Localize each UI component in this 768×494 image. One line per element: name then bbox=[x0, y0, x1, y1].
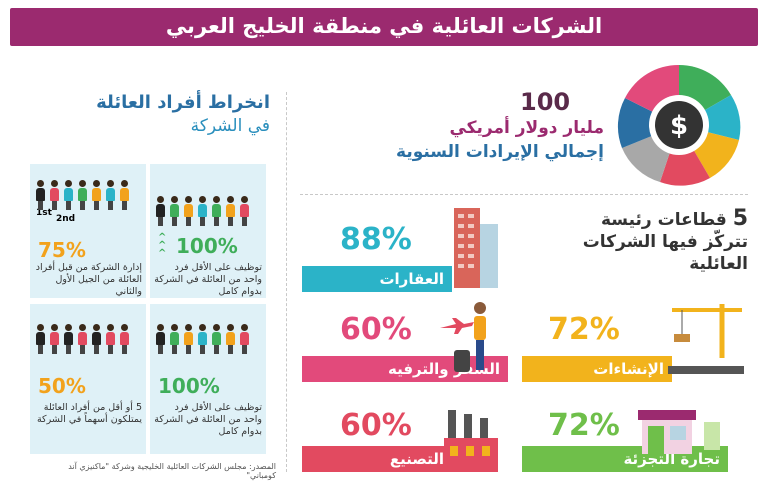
person-icon bbox=[106, 180, 115, 210]
revenue-unit: مليار دولار أمريكي bbox=[449, 118, 604, 138]
person-icon bbox=[78, 324, 87, 354]
sector-pct-construction: 72% bbox=[548, 312, 620, 347]
panel-desc: توظيف على الأقل فرد واحد من العائلة في ا… bbox=[154, 262, 262, 297]
sector-bar-travel: السفر والترفيه bbox=[302, 356, 508, 382]
sectors-count: 5 bbox=[732, 206, 748, 231]
person-icon bbox=[50, 324, 59, 354]
sector-bar-retail: تجارة التجزئة bbox=[522, 446, 728, 472]
person-icon bbox=[198, 196, 207, 226]
sectors-title-line2: تتركّز فيها الشركات bbox=[582, 232, 748, 252]
person-icon bbox=[212, 324, 221, 354]
crane-icon bbox=[668, 304, 744, 374]
person-icon bbox=[226, 196, 235, 226]
sectors-title: 5 قطاعات رئيسة تتركّز فيها الشركات العائ… bbox=[520, 208, 748, 275]
chevron-up-icon: ^ ^ ^ bbox=[158, 232, 167, 259]
revenue-wheel-icon: $ bbox=[617, 64, 741, 186]
panel-desc: 5 أو أقل من أفراد العائلة يمتلكون أسهماً… bbox=[36, 402, 142, 425]
page-title: الشركات العائلية في منطقة الخليج العربي bbox=[165, 14, 603, 38]
family-panel-employment: 100% ^ ^ ^ توظيف على الأقل فرد واحد من الع… bbox=[150, 164, 266, 298]
person-icon bbox=[78, 180, 87, 210]
shop-icon bbox=[638, 410, 720, 454]
person-icon bbox=[92, 180, 101, 210]
sector-pct-manufacturing: 60% bbox=[340, 408, 412, 443]
sector-pct-retail: 72% bbox=[548, 408, 620, 443]
person-icon bbox=[212, 196, 221, 226]
factory-icon bbox=[444, 410, 498, 472]
family-subtitle: في الشركة bbox=[190, 116, 270, 136]
sector-bar-realestate: العقارات bbox=[302, 266, 452, 292]
gen1-label: 1st bbox=[36, 208, 52, 218]
source-note: المصدر: مجلس الشركات العائلية الخليجية و… bbox=[68, 462, 276, 480]
vertical-divider bbox=[286, 92, 288, 472]
person-icon bbox=[156, 196, 165, 226]
panel-desc: إدارة الشركة من قبل أفراد العائلة من الج… bbox=[35, 262, 142, 297]
person-icon bbox=[198, 324, 207, 354]
building-icon bbox=[454, 208, 498, 288]
sector-bar-construction: الإنشاءات bbox=[522, 356, 672, 382]
panel-pct: 100% bbox=[176, 234, 238, 258]
traveler-icon bbox=[440, 302, 486, 372]
person-icon bbox=[106, 324, 115, 354]
family-panel-generations: 1st 2nd 75% إدارة الشركة من قبل أفراد ال… bbox=[30, 164, 146, 298]
person-icon bbox=[156, 324, 165, 354]
panel-pct: 50% bbox=[38, 374, 86, 398]
person-icon bbox=[36, 180, 45, 210]
svg-text:$: $ bbox=[670, 111, 688, 141]
gen2-label: 2nd bbox=[56, 214, 76, 224]
revenue-amount: 100 bbox=[520, 88, 571, 116]
sector-bar-manufacturing: التصنيع bbox=[302, 446, 452, 472]
panel-desc: توظيف على الأقل فرد واحد من العائلة في ا… bbox=[154, 402, 262, 437]
sector-pct-realestate: 88% bbox=[340, 222, 412, 257]
person-icon bbox=[36, 324, 45, 354]
horizontal-divider bbox=[300, 194, 748, 196]
person-icon bbox=[120, 324, 129, 354]
person-icon bbox=[170, 324, 179, 354]
person-icon bbox=[184, 196, 193, 226]
panel-pct: 100% bbox=[158, 374, 220, 398]
person-icon bbox=[184, 324, 193, 354]
person-icon bbox=[120, 180, 129, 210]
sector-pct-travel: 60% bbox=[340, 312, 412, 347]
person-icon bbox=[64, 324, 73, 354]
person-icon bbox=[170, 196, 179, 226]
person-icon bbox=[50, 180, 59, 210]
revenue-label: إجمالي الإيرادات السنوية bbox=[396, 142, 604, 162]
sectors-title-line3: العائلية bbox=[689, 254, 748, 274]
person-icon bbox=[240, 324, 249, 354]
person-icon bbox=[64, 180, 73, 210]
family-title: انخراط أفراد العائلة bbox=[96, 92, 270, 113]
person-icon bbox=[240, 196, 249, 226]
person-icon bbox=[92, 324, 101, 354]
person-icon bbox=[226, 324, 235, 354]
sectors-title-line1: قطاعات رئيسة bbox=[600, 210, 727, 230]
title-bar: الشركات العائلية في منطقة الخليج العربي bbox=[10, 8, 758, 46]
panel-pct: 75% bbox=[38, 238, 86, 262]
